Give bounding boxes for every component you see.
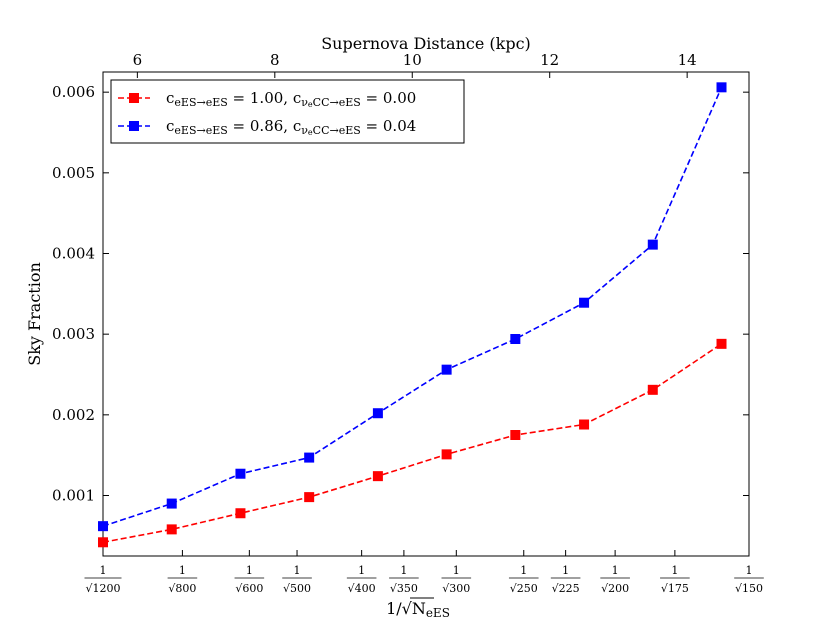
data-point xyxy=(235,468,246,479)
data-point xyxy=(372,408,383,419)
legend-marker xyxy=(129,93,139,103)
plot-frame xyxy=(102,71,750,557)
top-tick-label: 12 xyxy=(540,51,559,69)
data-point xyxy=(510,334,521,345)
bottom-tick-label: 1 √600 xyxy=(234,564,265,595)
data-point xyxy=(441,364,452,375)
data-point xyxy=(304,492,315,503)
y-tick-label: 0.003 xyxy=(52,325,95,343)
data-point xyxy=(166,498,177,509)
bottom-tick-denominator: √175 xyxy=(661,582,689,595)
data-point xyxy=(716,338,727,349)
bottom-tick-denominator: √600 xyxy=(235,582,263,595)
data-point xyxy=(304,452,315,463)
x-axis-title: 1/√NeES xyxy=(386,599,450,620)
bottom-tick-label: 1 √500 xyxy=(282,564,312,595)
bottom-tick-label: 1 √400 xyxy=(346,564,377,595)
bottom-tick-numerator: 1 xyxy=(453,564,460,577)
data-point xyxy=(579,297,590,308)
bottom-tick-numerator: 1 xyxy=(400,564,407,577)
data-point xyxy=(441,449,452,460)
bottom-tick-denominator: √300 xyxy=(442,582,470,595)
bottom-tick-denominator: √400 xyxy=(348,582,376,595)
bottom-tick-denominator: √350 xyxy=(390,582,418,595)
data-point xyxy=(716,82,727,93)
bottom-tick-label: 1 √300 xyxy=(441,564,472,595)
data-point xyxy=(647,239,658,250)
legend: ceES→eES = 1.00, cνeCC→eES = 0.00 ceES→eE… xyxy=(110,79,465,144)
bottom-tick-label: 1 √200 xyxy=(600,564,630,595)
bottom-tick-numerator: 1 xyxy=(671,564,678,577)
bottom-tick-numerator: 1 xyxy=(294,564,301,577)
bottom-tick-denominator: √1200 xyxy=(85,582,120,595)
data-point xyxy=(235,508,246,519)
bottom-tick-numerator: 1 xyxy=(612,564,619,577)
bottom-tick-denominator: √200 xyxy=(601,582,629,595)
y-axis-title: Sky Fraction xyxy=(25,262,44,366)
y-tick-label: 0.004 xyxy=(52,245,95,263)
bottom-tick-label: 1 √175 xyxy=(660,564,690,595)
data-point xyxy=(647,384,658,395)
bottom-tick-label: 1 √350 xyxy=(389,564,419,595)
bottom-tick-label: 1 √800 xyxy=(167,564,198,595)
data-point xyxy=(372,471,383,482)
bottom-tick-denominator: √500 xyxy=(283,582,311,595)
bottom-tick-numerator: 1 xyxy=(246,564,253,577)
y-tick-label: 0.001 xyxy=(52,487,95,505)
bottom-tick-numerator: 1 xyxy=(179,564,186,577)
data-point xyxy=(579,419,590,430)
data-point xyxy=(98,537,108,548)
series-line-1 xyxy=(102,87,723,527)
legend-label: ceES→eES = 1.00, cνeCC→eES = 0.00 xyxy=(166,89,416,109)
bottom-tick-numerator: 1 xyxy=(358,564,365,577)
data-point xyxy=(166,524,177,535)
bottom-tick-label: 1 √150 xyxy=(734,564,764,595)
bottom-tick-denominator: √225 xyxy=(552,582,580,595)
legend-marker xyxy=(129,121,139,131)
bottom-tick-denominator: √250 xyxy=(510,582,538,595)
top-tick-label: 10 xyxy=(403,51,422,69)
top-tick-label: 14 xyxy=(678,51,697,69)
legend-box xyxy=(110,79,465,144)
bottom-tick-numerator: 1 xyxy=(562,564,569,577)
legend-label: ceES→eES = 0.86, cνeCC→eES = 0.04 xyxy=(166,117,416,137)
bottom-tick-numerator: 1 xyxy=(520,564,527,577)
top-axis-title: Supernova Distance (kpc) xyxy=(321,34,531,53)
series-line-0 xyxy=(102,343,722,544)
bottom-tick-label: 1 √1200 xyxy=(84,564,122,595)
bottom-tick-denominator: √150 xyxy=(735,582,763,595)
data-point xyxy=(510,430,521,440)
data-point xyxy=(98,521,108,532)
top-tick-label: 6 xyxy=(133,51,143,69)
bottom-tick-denominator: √800 xyxy=(168,582,196,595)
y-tick-label: 0.006 xyxy=(52,83,95,101)
bottom-tick-numerator: 1 xyxy=(100,564,107,577)
bottom-tick-numerator: 1 xyxy=(746,564,753,577)
bottom-tick-label: 1 √250 xyxy=(508,564,539,595)
top-tick-label: 8 xyxy=(270,51,280,69)
bottom-tick-label: 1 √225 xyxy=(550,564,581,595)
y-tick-label: 0.002 xyxy=(52,406,95,424)
y-tick-label: 0.005 xyxy=(52,164,95,182)
